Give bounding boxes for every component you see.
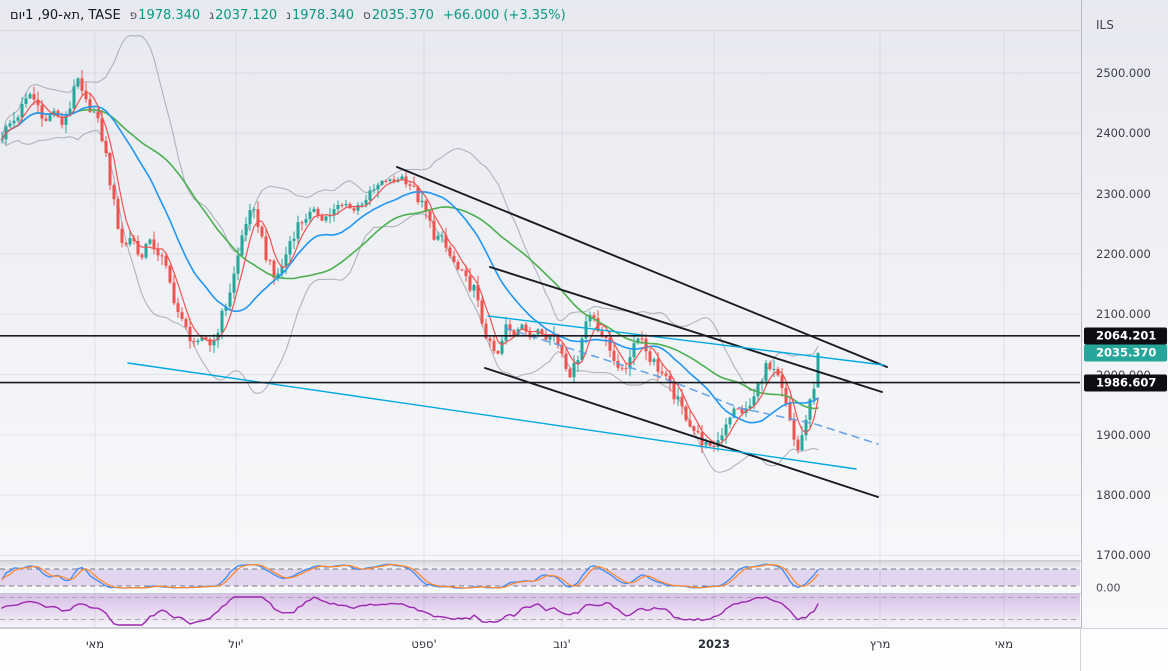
price-tick: 2500.000 — [1096, 66, 1151, 80]
time-tick: מאי — [994, 637, 1014, 651]
price-tick: 2300.000 — [1096, 186, 1151, 201]
axis-corner-divider — [1080, 629, 1081, 671]
currency-label: ILS — [1096, 18, 1114, 32]
price-axis[interactable]: ILS 2500.000 2400.000 2300.000 2200.000 2100… — [1081, 0, 1168, 628]
legend-close: ס 2035.370 — [363, 8, 434, 23]
time-tick: ספט' — [411, 637, 437, 651]
high-value: 2037.120 — [215, 8, 278, 23]
legend-high: ג 2037.120 — [209, 8, 277, 23]
change-value: +66.000 (+3.35%) — [442, 8, 566, 23]
price-tick: 1900.000 — [1096, 427, 1151, 442]
price-tick: 2100.000 — [1096, 307, 1151, 322]
time-tick: 2023 — [697, 637, 731, 651]
close-value: 2035.370 — [371, 8, 434, 23]
price-tick: 2200.000 — [1096, 246, 1151, 261]
time-tick: מרץ — [869, 637, 891, 651]
symbol-title[interactable]: תא-90, 1יום, TASE — [10, 8, 121, 23]
time-tick: יול' — [228, 637, 244, 651]
high-label: ג — [209, 8, 215, 22]
low-value: 1978.340 — [292, 8, 355, 23]
open-label: פ — [129, 8, 138, 22]
low-label: נ — [286, 8, 291, 22]
time-tick: מאי — [85, 637, 105, 651]
indicator-value-label: 0.00 — [1096, 581, 1121, 595]
close-label: ס — [363, 8, 371, 22]
time-tick: נוב' — [553, 637, 571, 651]
price-level-label: 1986.607 — [1084, 374, 1167, 392]
price-tick: 1700.000 — [1096, 548, 1151, 563]
legend-open: פ 1978.340 — [130, 8, 201, 23]
open-value: 1978.340 — [138, 8, 201, 23]
price-level-label: 2035.370 — [1084, 344, 1167, 362]
legend-low: נ 1978.340 — [286, 8, 354, 23]
price-level-label: 2064.201 — [1084, 327, 1167, 345]
time-axis[interactable]: מאי יול' ספט' נוב' 2023 מרץ מאי — [0, 628, 1168, 671]
price-tick: 1800.000 — [1096, 488, 1151, 503]
price-tick: 2400.000 — [1096, 126, 1151, 141]
